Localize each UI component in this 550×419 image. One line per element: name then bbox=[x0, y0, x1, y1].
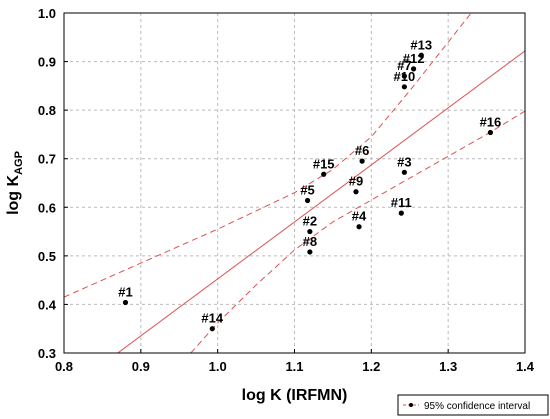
data-point-label: #1 bbox=[118, 284, 132, 299]
data-point bbox=[307, 228, 313, 235]
x-tick-label: 1.3 bbox=[439, 359, 457, 374]
x-tick-label: 1.1 bbox=[285, 359, 303, 374]
y-tick-label: 0.9 bbox=[38, 55, 56, 70]
data-point bbox=[401, 169, 407, 175]
data-point-label: #9 bbox=[349, 174, 363, 189]
data-point bbox=[410, 66, 417, 72]
y-tick-label: 0.6 bbox=[38, 200, 56, 215]
data-point bbox=[321, 171, 327, 177]
legend-point-sample bbox=[409, 403, 413, 407]
data-point-label: #8 bbox=[303, 234, 317, 249]
data-point-label: #16 bbox=[480, 114, 502, 129]
legend-label: 95% confidence interval bbox=[424, 401, 530, 412]
data-point-label: #2 bbox=[303, 214, 317, 229]
x-tick-label: 0.8 bbox=[55, 359, 73, 374]
data-point bbox=[418, 52, 424, 58]
x-tick-label: 1.0 bbox=[209, 359, 227, 374]
data-point bbox=[304, 197, 311, 204]
data-point-label: #4 bbox=[352, 209, 367, 224]
data-point-label: #13 bbox=[410, 37, 432, 52]
y-tick-label: 0.5 bbox=[38, 249, 56, 264]
data-point bbox=[487, 129, 494, 136]
x-axis-title: log K (IRFMN) bbox=[242, 387, 348, 404]
data-point bbox=[122, 299, 129, 306]
data-point bbox=[209, 326, 215, 332]
x-tick-label: 1.2 bbox=[362, 359, 380, 374]
data-point-label: #6 bbox=[355, 143, 369, 158]
grid bbox=[63, 12, 526, 354]
data-point-label: #15 bbox=[313, 156, 335, 171]
data-points: #1#2#3#4#5#6#7#8#9#10#11#12#13#14#15#16 bbox=[118, 37, 502, 332]
y-tick-label: 0.7 bbox=[38, 152, 56, 167]
y-tick-label: 0.4 bbox=[38, 297, 57, 312]
x-tick-label: 0.9 bbox=[132, 359, 150, 374]
y-tick-label: 0.3 bbox=[38, 346, 56, 361]
legend: 95% confidence interval bbox=[397, 394, 549, 416]
data-point-label: #14 bbox=[201, 311, 223, 326]
data-point-label: #7 bbox=[397, 58, 411, 73]
data-point bbox=[356, 224, 362, 230]
y-axis-title: log KAGP bbox=[5, 151, 25, 215]
data-point-label: #3 bbox=[397, 154, 411, 169]
regression-lines bbox=[64, 13, 525, 353]
axis-ticks: 0.8 0.9 1.0 1.1 1.2 1.3 1.4 0.3 0.4 0.5 0.6 0.7 0.8 0… bbox=[38, 6, 535, 374]
data-point bbox=[353, 189, 359, 195]
y-tick-label: 1.0 bbox=[38, 6, 56, 21]
ci-upper-line bbox=[64, 13, 472, 298]
legend-box bbox=[397, 394, 549, 416]
data-point bbox=[307, 249, 313, 255]
data-point-label: #10 bbox=[394, 69, 416, 84]
y-axis-title-subscript: AGP bbox=[13, 151, 25, 175]
y-axis-title-main: log K bbox=[5, 174, 22, 214]
data-point-label: #5 bbox=[300, 182, 314, 197]
data-point-label: #11 bbox=[391, 195, 412, 210]
data-point bbox=[398, 210, 404, 216]
ci-lower-line bbox=[190, 110, 525, 353]
data-point bbox=[401, 84, 407, 90]
x-tick-label: 1.4 bbox=[516, 359, 535, 374]
data-point bbox=[359, 158, 365, 164]
data-point bbox=[401, 73, 407, 79]
y-tick-label: 0.8 bbox=[38, 103, 56, 118]
regression-line bbox=[117, 50, 525, 353]
